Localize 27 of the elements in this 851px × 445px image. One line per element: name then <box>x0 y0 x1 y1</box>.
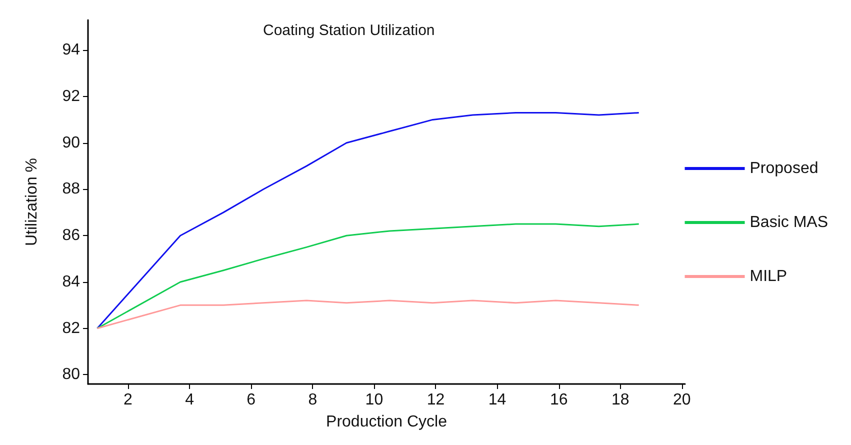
x-tick-label: 14 <box>488 392 506 408</box>
x-tick-label: 8 <box>308 392 318 408</box>
x-tick-label: 20 <box>673 392 691 408</box>
y-tick-label: 88 <box>62 180 80 198</box>
y-tick-label: 90 <box>62 134 80 152</box>
x-tick-label: 6 <box>246 392 256 408</box>
legend-label: MILP <box>750 268 788 285</box>
x-tick-label: 10 <box>365 392 384 408</box>
x-tick-label: 12 <box>426 392 445 408</box>
line-series <box>96 223 640 330</box>
legend-label: Basic MAS <box>750 214 828 231</box>
x-tick-label: 18 <box>611 392 630 408</box>
x-tick-label: 16 <box>550 392 568 408</box>
chart-title: Coating Station Utilization <box>263 22 435 39</box>
y-tick-label: 86 <box>62 227 80 244</box>
y-tick-label: 84 <box>62 273 80 290</box>
line-series <box>96 300 640 330</box>
line-series <box>96 112 640 330</box>
y-axis-title: Utilization % <box>24 158 40 246</box>
legend-label: Proposed <box>750 160 818 177</box>
y-tick-label: 80 <box>62 366 80 384</box>
y-tick-label: 82 <box>62 320 80 337</box>
y-tick-label: 92 <box>62 88 80 106</box>
x-tick-label: 2 <box>124 392 133 408</box>
x-tick-label: 4 <box>185 392 194 408</box>
y-tick-label: 94 <box>62 42 80 59</box>
x-axis-title: Production Cycle <box>326 414 448 430</box>
